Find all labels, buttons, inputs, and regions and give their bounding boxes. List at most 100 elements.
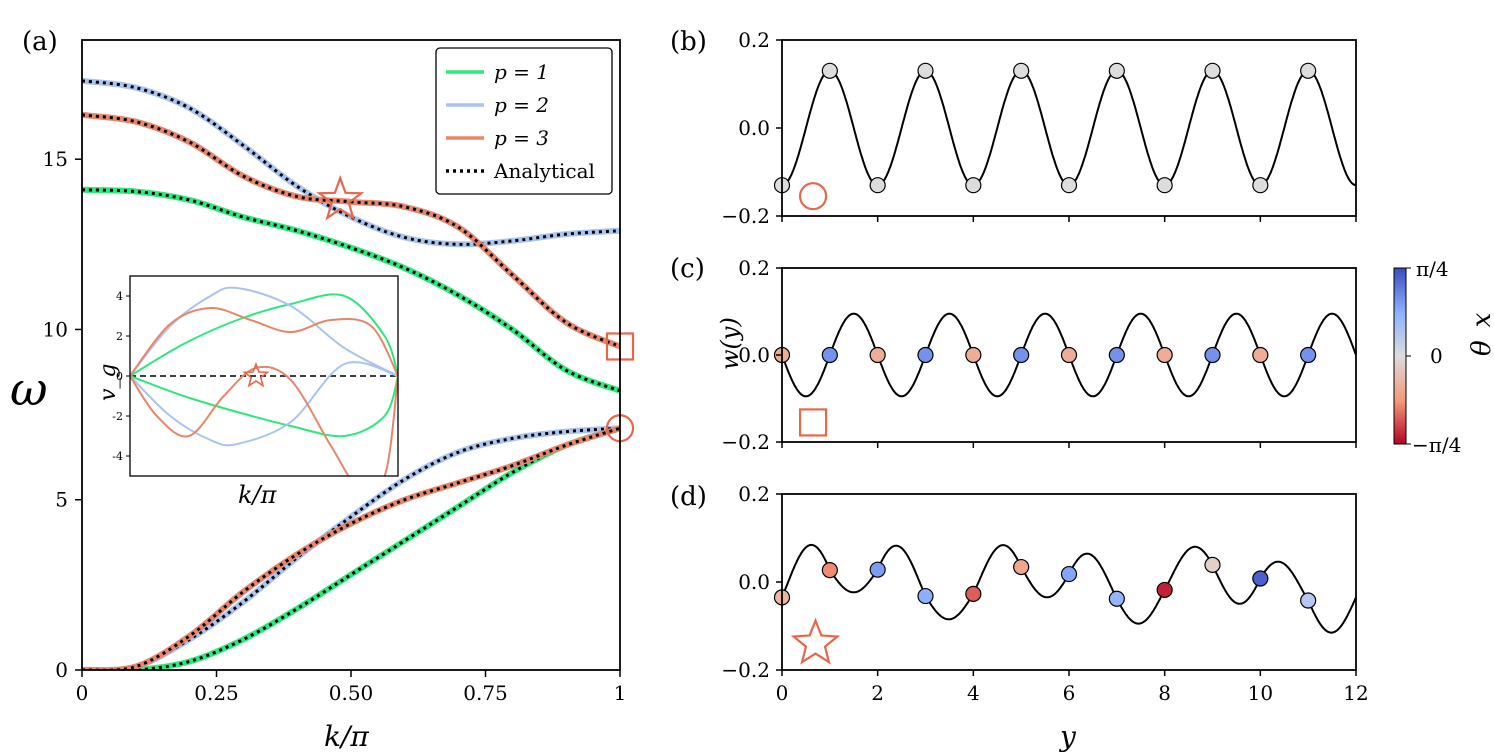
colorbar-gradient — [1393, 267, 1407, 445]
analytical-p2-acoustic — [82, 426, 620, 670]
ytick-label: −0.2 — [721, 430, 770, 454]
mass-point — [1300, 346, 1317, 364]
star-marker — [790, 617, 841, 665]
mass-point — [821, 346, 838, 364]
xtick-label: 8 — [1158, 681, 1171, 705]
panel-c-ylabel: w(y) — [716, 317, 744, 370]
displacement-curve — [782, 543, 1356, 634]
inset-ytick-label: 4 — [116, 290, 123, 303]
mass-point — [917, 62, 934, 79]
panel-d-xlabel: y — [1058, 720, 1077, 752]
mass-point — [1013, 62, 1030, 79]
a-xtick-label: 0.25 — [194, 681, 239, 705]
panel-d-label: (d) — [670, 482, 707, 512]
star-marker — [316, 174, 365, 221]
xtick-label: 2 — [871, 681, 884, 705]
mass-point — [1060, 177, 1078, 194]
a-xtick-label: 0 — [76, 681, 89, 705]
panel-c: (c) 0.2 0.0 −0.2 w(y) — [670, 254, 1357, 454]
ytick-label: 0.2 — [738, 256, 770, 280]
legend-label: Analytical — [493, 159, 595, 183]
xtick-label: 4 — [967, 681, 980, 705]
mass-point — [1060, 565, 1078, 583]
colorbar-bottom-label: −π/4 — [1412, 433, 1461, 457]
inset-ytick-label: 2 — [116, 330, 123, 343]
colorbar-top-label: π/4 — [1416, 257, 1449, 281]
a-xtick-label: 1 — [614, 681, 627, 705]
mass-point — [1156, 177, 1173, 194]
panel-b: (b) 0.2 0.0 −0.2 — [670, 27, 1357, 228]
colorbar: π/4 0 −π/4 θ_x — [1393, 257, 1494, 457]
mass-point — [1156, 346, 1173, 364]
mass-point — [1300, 592, 1317, 609]
panel-d: (d) 0.2 0.0 −0.20 2 4 6 8 10 12 y — [670, 482, 1369, 752]
mass-point — [1156, 581, 1173, 599]
mass-point — [869, 346, 886, 364]
mass-point — [869, 561, 886, 578]
ytick-label: 0.2 — [738, 482, 770, 506]
mass-point — [965, 177, 982, 194]
inset-series-p1 — [130, 293, 398, 377]
displacement-curve — [782, 69, 1356, 187]
xtick-label: 12 — [1343, 681, 1368, 705]
ytick-label: −0.2 — [721, 204, 770, 228]
mass-point — [965, 346, 982, 364]
panel-a-label: (a) — [22, 27, 58, 57]
xtick-label: 10 — [1248, 681, 1273, 705]
legend-label: p = 3 — [494, 126, 549, 150]
a-ytick-label: 0 — [55, 658, 68, 682]
inset-series-p3 — [130, 365, 398, 476]
mass-point — [917, 346, 934, 364]
colorbar-label: θ_x — [1467, 312, 1494, 356]
inset-star-marker — [242, 361, 270, 388]
inset-xlabel: k/π — [238, 481, 278, 509]
mass-point — [869, 177, 886, 194]
ytick-label: 0.0 — [738, 570, 770, 594]
inset-series-p2 — [130, 361, 398, 447]
a-ytick-label: 15 — [43, 147, 68, 171]
mass-point — [1013, 558, 1030, 576]
panel-c-label: (c) — [670, 254, 705, 284]
panel-a-ylabel: ω — [10, 362, 48, 416]
ytick-label: 0.2 — [738, 28, 770, 52]
colorbar-mid-label: 0 — [1430, 344, 1443, 368]
mass-point — [1108, 590, 1125, 607]
a-xtick-label: 0.75 — [463, 681, 508, 705]
mass-point — [1252, 346, 1269, 364]
square-marker — [798, 408, 828, 437]
ytick-label: 0.0 — [738, 343, 770, 367]
panel-b-label: (b) — [670, 27, 707, 57]
mass-point — [1252, 177, 1269, 194]
analytical-p1-acoustic — [82, 426, 620, 670]
mass-point — [1204, 556, 1221, 573]
mass-point — [1108, 62, 1125, 79]
mass-point — [1300, 62, 1317, 79]
ytick-label: 0.0 — [738, 116, 770, 140]
mass-point — [1252, 570, 1269, 587]
a-xtick-label: 0.50 — [329, 681, 374, 705]
a-ytick-label: 5 — [55, 488, 68, 512]
inset-ylabel: v_g — [96, 363, 121, 401]
mass-point — [821, 62, 838, 79]
legend-label: p = 1 — [494, 60, 549, 84]
legend: p = 1 p = 2 p = 3 Analytical — [435, 47, 613, 195]
a-ytick-label: 10 — [43, 317, 68, 341]
inset-ytick-label: -2 — [112, 410, 123, 423]
analytical-p1-optical — [82, 188, 620, 393]
inset-series-p2 — [130, 286, 398, 377]
panel-a-xlabel: k/π — [324, 720, 369, 752]
inset-series-p3 — [130, 306, 398, 377]
xtick-label: 6 — [1063, 681, 1076, 705]
mass-point — [965, 585, 982, 602]
inset-ytick-label: 0 — [116, 370, 123, 383]
inset-series-p1 — [130, 375, 398, 438]
mass-point — [821, 562, 838, 579]
mass-point — [1204, 346, 1221, 364]
mass-point — [1204, 62, 1221, 79]
inset: 4 2 0 -2 -4 v_g k/π — [96, 275, 399, 509]
mass-point — [1013, 346, 1030, 364]
legend-label: p = 2 — [494, 93, 549, 117]
inset-ytick-label: -4 — [112, 450, 123, 463]
